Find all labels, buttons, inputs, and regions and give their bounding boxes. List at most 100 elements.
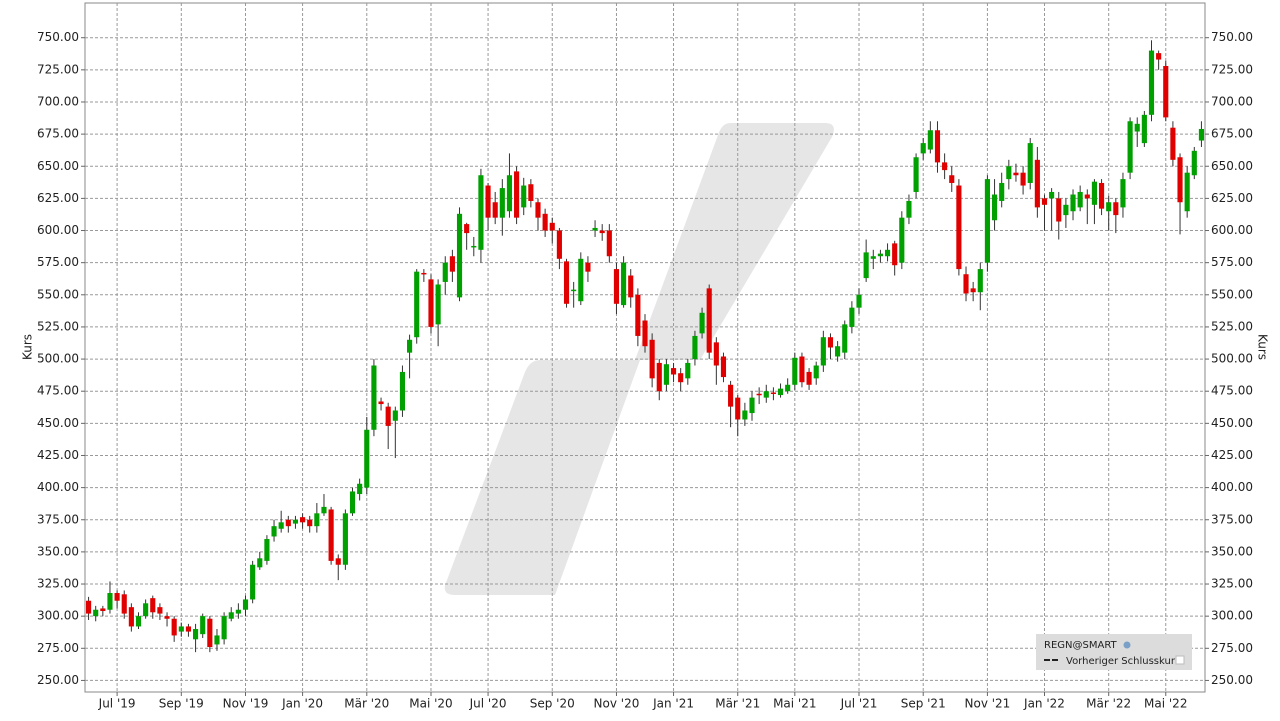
- candle-body: [242, 599, 249, 610]
- candle-body: [1113, 202, 1119, 216]
- candle-body: [713, 342, 719, 366]
- candle-body: [749, 397, 755, 414]
- candle-body: [278, 522, 284, 529]
- candle-body: [592, 227, 598, 231]
- y2-tick-label: 575.00: [1211, 255, 1253, 269]
- candle-body: [464, 224, 470, 234]
- y-tick-label: 750.00: [37, 30, 79, 44]
- candle-body: [1063, 204, 1069, 216]
- candle-body: [150, 598, 156, 613]
- candle-body: [920, 143, 926, 154]
- y2-tick-label: 425.00: [1211, 448, 1253, 462]
- candle-body: [1034, 159, 1040, 208]
- candle-body: [135, 616, 142, 627]
- candle-body: [913, 157, 919, 192]
- legend: REGN@SMART Vorheriger Schlusskurs: [1036, 634, 1192, 670]
- candle-body: [1006, 166, 1012, 180]
- candle-body: [349, 491, 356, 514]
- candle-body: [1170, 127, 1176, 160]
- x-tick-label: Nov '20: [594, 697, 640, 711]
- candle-body: [984, 179, 990, 263]
- candle-body: [128, 607, 134, 627]
- candle-body: [235, 609, 241, 614]
- candle-body: [407, 339, 413, 353]
- y-tick-label: 350.00: [37, 544, 79, 558]
- candle-body: [414, 271, 420, 338]
- x-tick-label: Jul '21: [840, 697, 878, 711]
- x-tick-label: Jul '20: [469, 697, 507, 711]
- x-tick-label: Mär '20: [344, 697, 389, 711]
- candle-body: [763, 391, 769, 398]
- candle-body: [1177, 157, 1183, 203]
- x-tick-label: Mai '20: [409, 697, 452, 711]
- candle-body: [1106, 202, 1112, 212]
- y-tick-label: 300.00: [37, 609, 79, 623]
- y-tick-label: 725.00: [37, 62, 79, 76]
- candle-body: [599, 230, 605, 234]
- candle-body: [1191, 150, 1197, 176]
- candle-body: [1070, 194, 1076, 212]
- candle-body: [1134, 123, 1140, 132]
- candle-body: [292, 519, 299, 524]
- candle-body: [820, 337, 826, 366]
- candle-body: [200, 616, 206, 635]
- candle-body: [706, 288, 712, 353]
- candle-body: [1120, 179, 1126, 208]
- candle-body: [1184, 172, 1190, 212]
- y2-tick-label: 450.00: [1211, 416, 1253, 430]
- y2-tick-label: 525.00: [1211, 319, 1253, 333]
- candle-body: [1156, 53, 1162, 60]
- candle-body: [728, 384, 734, 407]
- candle-body: [357, 483, 363, 495]
- legend-icon: [1123, 641, 1131, 649]
- y-tick-label: 650.00: [37, 159, 79, 173]
- x-tick-label: Nov '21: [965, 697, 1011, 711]
- candle-body: [121, 594, 127, 614]
- candle-body: [85, 600, 92, 614]
- candle-body: [214, 635, 220, 645]
- y-tick-label: 250.00: [37, 673, 79, 687]
- y-tick-label: 475.00: [37, 384, 79, 398]
- candle-body: [1056, 198, 1062, 222]
- watermark-shape: [635, 123, 834, 360]
- candle-body: [157, 607, 163, 614]
- candle-body: [171, 618, 177, 636]
- candle-body: [371, 365, 377, 430]
- y-tick-label: 275.00: [37, 641, 79, 655]
- candle-body: [535, 202, 541, 218]
- candle-body: [207, 618, 213, 648]
- candle-body: [628, 275, 634, 298]
- x-tick-label: Mai '22: [1144, 697, 1187, 711]
- candle-body: [892, 243, 898, 266]
- y2-tick-label: 400.00: [1211, 480, 1253, 494]
- candle-body: [264, 539, 270, 561]
- candle-body: [185, 626, 192, 632]
- y-tick-label: 700.00: [37, 94, 79, 108]
- candle-body: [799, 356, 805, 383]
- legend-entry: REGN@SMART: [1044, 640, 1118, 651]
- watermark: [444, 123, 834, 595]
- candle-body: [699, 312, 705, 334]
- candle-body: [927, 130, 933, 150]
- candle-body: [877, 253, 883, 257]
- candle-body: [328, 509, 334, 561]
- candle-body: [385, 406, 391, 426]
- legend-entry: Vorheriger Schlusskurs: [1066, 656, 1180, 667]
- candle-body: [991, 194, 998, 221]
- candle-body: [114, 593, 120, 601]
- candle-body: [471, 245, 477, 248]
- candle-body: [1077, 191, 1083, 208]
- candle-body: [107, 593, 113, 610]
- candle-body: [849, 307, 855, 327]
- y2-tick-label: 275.00: [1211, 641, 1253, 655]
- y2-tick-label: 700.00: [1211, 94, 1253, 108]
- legend-box: [1036, 634, 1192, 670]
- candle-body: [1148, 50, 1155, 115]
- candle-body: [521, 185, 527, 208]
- candle-body: [442, 262, 448, 282]
- x-tick-label: Sep '20: [530, 697, 575, 711]
- candle-body: [642, 320, 648, 347]
- candle-body: [250, 564, 256, 600]
- legend-icon: [1175, 655, 1185, 665]
- candle-body: [663, 364, 669, 385]
